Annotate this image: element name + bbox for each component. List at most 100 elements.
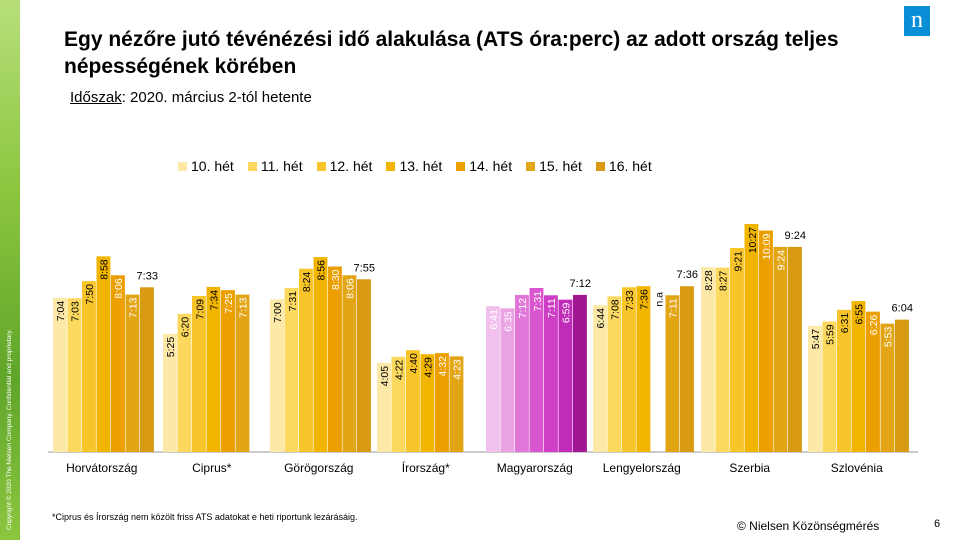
data-label: 10:27 [747, 227, 759, 253]
category-label: Írország* [402, 460, 450, 475]
legend-label: 11. hét [260, 158, 303, 174]
data-label: 7:04 [55, 301, 67, 322]
chart-bar [449, 356, 464, 452]
data-label: 7:09 [194, 299, 206, 320]
chart-bar [420, 354, 435, 452]
data-label: 6:26 [868, 314, 880, 335]
chart-bar [808, 325, 822, 452]
legend-swatch [456, 161, 466, 171]
legend-swatch [526, 161, 536, 171]
data-label: 7:12 [570, 278, 591, 290]
data-label: 8:58 [99, 259, 111, 280]
data-label: 7:08 [610, 299, 622, 320]
data-label: 5:47 [810, 329, 822, 350]
footnote: *Ciprus és Írország nem közölt friss ATS… [52, 512, 358, 522]
chart-bar [837, 309, 851, 452]
legend-item: 13. hét [386, 158, 442, 174]
category-label: Szlovénia [831, 461, 883, 475]
data-label: 7:11 [546, 298, 558, 318]
data-label: 6:04 [892, 303, 913, 315]
legend-swatch [247, 161, 257, 171]
chart-bar [665, 295, 680, 452]
page-number: 6 [934, 518, 941, 530]
chart-bar [486, 306, 500, 452]
subtitle-text: : 2020. március 2-tól hetente [121, 89, 312, 106]
category-label: Görögország [284, 461, 353, 475]
data-label: 8:06 [113, 278, 125, 299]
chart-bar [866, 311, 880, 452]
chart-bar [622, 287, 636, 452]
data-label: 6:44 [595, 308, 607, 329]
category-label: Ciprus* [192, 461, 232, 475]
chart-bar [558, 299, 573, 452]
data-label: 9:24 [776, 250, 788, 271]
legend-swatch [595, 161, 605, 171]
chart-bar [82, 281, 96, 452]
data-label: 7:11 [668, 298, 680, 318]
legend-label: 14. hét [469, 158, 513, 174]
chart-bar [759, 230, 773, 452]
data-label: 7:50 [84, 284, 96, 305]
legend-label: 15. hét [539, 158, 582, 174]
chart-bar [328, 266, 342, 452]
chart-bar [744, 224, 759, 452]
data-label: 4:40 [408, 353, 420, 374]
chart-bar [730, 248, 744, 452]
data-label: 6:35 [503, 311, 515, 332]
data-label: 6:55 [854, 304, 866, 325]
decorative-green-strip: Copyright © 2020 The Nielsen Company. Co… [0, 0, 20, 540]
data-label: 6:31 [839, 313, 851, 334]
chart-bar [715, 267, 730, 452]
data-label: 7:00 [272, 302, 284, 323]
chart-bar [377, 362, 391, 452]
chart-bar [435, 353, 449, 452]
category-label: Lengyelország [603, 461, 681, 475]
chart-bar [851, 301, 866, 452]
legend-label: 12. hét [329, 158, 373, 174]
chart-bar [500, 308, 515, 452]
chart-bar [53, 297, 67, 452]
data-label: 7:34 [209, 290, 221, 311]
chart-bar [529, 288, 544, 452]
chart-bar [788, 246, 802, 452]
data-label: 4:29 [423, 357, 435, 378]
legend-swatch [316, 161, 326, 171]
chart-bar [701, 267, 715, 452]
data-label: 4:05 [379, 366, 391, 387]
chart-bar [313, 257, 328, 452]
chart-bar [515, 294, 529, 452]
legend-item: 15. hét [526, 158, 582, 174]
category-label: Horvátország [66, 461, 137, 475]
chart-bar [96, 256, 111, 452]
page-title: Egy nézőre jutó tévénézési idő alakulása… [64, 28, 839, 78]
data-label: 7:36 [677, 269, 698, 281]
page-subtitle: Időszak: 2020. március 2-tól hetente [70, 89, 312, 106]
chart-bar [406, 350, 420, 452]
chart-bar [67, 298, 82, 452]
chart-bar [299, 268, 313, 452]
chart-bar [192, 296, 206, 452]
source-credit: © Nielsen Közönségmérés [737, 519, 880, 533]
chart-bar [573, 294, 587, 452]
chart-bar [607, 296, 622, 452]
chart-bar [357, 279, 371, 452]
category-label: Szerbia [729, 461, 770, 475]
category-label: Magyarország [497, 461, 573, 475]
data-label: 7:13 [128, 297, 140, 318]
chart-bar [221, 290, 235, 452]
chart-bar [125, 294, 140, 452]
data-label: 5:53 [883, 326, 895, 347]
data-label: 9:21 [732, 251, 744, 272]
chart-bar [636, 286, 651, 452]
legend-item: 16. hét [595, 158, 652, 174]
legend-swatch [178, 161, 187, 171]
legend-item: 12. hét [316, 158, 373, 174]
data-label: 7:55 [354, 262, 375, 274]
data-label: 7:13 [238, 297, 250, 318]
data-label: 9:24 [785, 230, 806, 242]
chart-bar [544, 295, 558, 452]
chart-bar [822, 321, 837, 452]
legend-item: 11. hét [247, 158, 303, 174]
data-label: 6:20 [180, 317, 192, 338]
nielsen-logo: n [904, 6, 930, 36]
